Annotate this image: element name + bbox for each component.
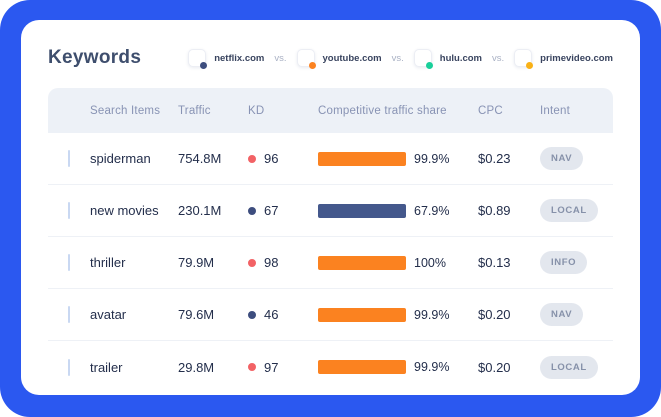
legend-domain-label: youtube.com (322, 52, 382, 64)
primevideo-favicon-box (514, 49, 534, 69)
share-cell: 99.9% (318, 360, 478, 374)
cpc-cell: $0.23 (478, 151, 511, 166)
keyword-cell: trailer (90, 359, 123, 375)
share-bar (318, 255, 406, 270)
keyword-cell: new movies (90, 203, 159, 218)
keywords-table: Search Items Traffic KD Competitive traf… (48, 88, 613, 393)
legend-domain-label: primevideo.com (540, 52, 613, 64)
hulu-favicon-box (413, 49, 433, 69)
legend-item-youtube[interactable]: youtube.com (296, 49, 382, 69)
traffic-cell: 79.6M (178, 307, 215, 322)
share-value: 100% (414, 255, 446, 270)
share-value: 99.9% (414, 307, 450, 322)
legend-item-primevideo[interactable]: primevideo.com (514, 49, 613, 69)
netflix-favicon-box (188, 49, 208, 69)
youtube-color-dot (308, 62, 316, 69)
intent-badge: LOCAL (540, 355, 598, 379)
column-header-share: Competitive traffic share (318, 104, 447, 117)
kd-cell: 98 (248, 255, 318, 270)
cpc-cell: $0.20 (478, 307, 511, 322)
kd-difficulty-dot (248, 206, 256, 215)
keyword-cell: spiderman (90, 151, 151, 166)
card-header: Keywords netflix.com vs. youtube.com vs. (48, 20, 613, 86)
keywords-card: Keywords netflix.com vs. youtube.com vs. (21, 20, 640, 395)
row-checkbox[interactable] (68, 254, 70, 271)
kd-difficulty-dot (248, 310, 256, 319)
legend-domain-label: hulu.com (439, 52, 482, 64)
keyword-cell: avatar (90, 307, 127, 322)
traffic-cell: 754.8M (178, 151, 222, 166)
column-header-intent: Intent (540, 104, 570, 117)
kd-cell: 96 (248, 151, 318, 166)
kd-value: 67 (264, 203, 279, 218)
kd-difficulty-dot (248, 363, 256, 371)
kd-cell: 46 (248, 307, 318, 322)
share-bar (318, 307, 406, 322)
kd-value: 97 (264, 359, 279, 375)
share-cell: 100% (318, 255, 478, 270)
kd-value: 96 (264, 151, 279, 166)
intent-badge: NAV (540, 147, 584, 170)
table-header-row: Search Items Traffic KD Competitive traf… (48, 88, 613, 133)
kd-difficulty-dot (248, 258, 256, 267)
hulu-color-dot (425, 62, 433, 69)
share-value: 67.9% (414, 203, 450, 218)
competitor-legend: netflix.com vs. youtube.com vs. hulu.com (188, 49, 613, 69)
share-bar (318, 203, 406, 218)
row-checkbox[interactable] (68, 358, 70, 376)
kd-value: 98 (264, 255, 279, 270)
keyword-cell: thriller (90, 255, 126, 270)
cpc-cell: $0.13 (478, 255, 511, 270)
cpc-cell: $0.89 (478, 203, 511, 218)
share-bar (318, 151, 406, 166)
cpc-cell: $0.20 (478, 359, 511, 375)
row-checkbox[interactable] (68, 306, 70, 323)
legend-domain-label: netflix.com (214, 52, 265, 64)
column-header-traffic: Traffic (178, 104, 211, 117)
traffic-cell: 29.8M (178, 359, 215, 375)
kd-cell: 67 (248, 203, 318, 218)
traffic-cell: 230.1M (178, 203, 222, 218)
vs-separator: vs. (274, 52, 287, 64)
share-cell: 99.9% (318, 307, 478, 322)
row-checkbox[interactable] (68, 202, 70, 219)
youtube-favicon-box (296, 49, 316, 69)
column-header-kd: KD (248, 104, 265, 117)
column-header-search-items: Search Items (90, 104, 161, 117)
kd-cell: 97 (248, 360, 318, 375)
table-row: thriller 79.9M 98 100% $0.13 INFO (48, 237, 613, 289)
share-value: 99.9% (414, 360, 450, 374)
kd-difficulty-dot (248, 154, 256, 163)
traffic-cell: 79.9M (178, 255, 215, 270)
kd-value: 46 (264, 307, 279, 322)
table-row: avatar 79.6M 46 99.9% $0.20 NAV (48, 289, 613, 341)
table-row: spiderman 754.8M 96 99.9% $0.23 NAV (48, 133, 613, 185)
share-bar (318, 360, 406, 374)
intent-badge: NAV (540, 303, 584, 326)
legend-item-hulu[interactable]: hulu.com (413, 49, 482, 69)
legend-item-netflix[interactable]: netflix.com (188, 49, 265, 69)
table-row: trailer 29.8M 97 99.9% $0.20 LOCAL (48, 341, 613, 393)
intent-badge: INFO (540, 251, 588, 274)
intent-badge: LOCAL (540, 199, 598, 222)
share-cell: 67.9% (318, 203, 478, 218)
netflix-color-dot (200, 62, 208, 69)
vs-separator: vs. (492, 52, 505, 64)
row-checkbox[interactable] (68, 150, 70, 167)
share-value: 99.9% (414, 151, 450, 166)
share-cell: 99.9% (318, 151, 478, 166)
page-title: Keywords (48, 47, 142, 68)
table-row: new movies 230.1M 67 67.9% $0.89 LOCAL (48, 185, 613, 237)
column-header-cpc: CPC (478, 104, 503, 117)
vs-separator: vs. (391, 52, 404, 64)
primevideo-color-dot (526, 62, 534, 69)
